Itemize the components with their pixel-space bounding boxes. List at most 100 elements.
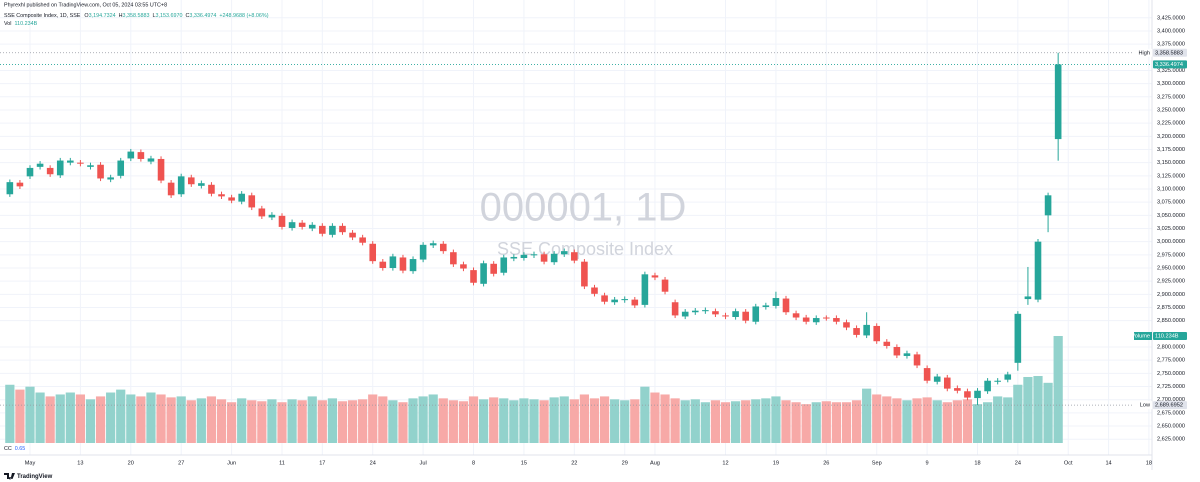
legend-value: 3,194.7324 <box>89 13 116 19</box>
volume-bar <box>347 400 358 443</box>
candle-body <box>470 270 477 283</box>
candle-body <box>409 259 417 272</box>
last-price-bg <box>1153 60 1187 69</box>
y-tick-label: 3,400.0000 <box>1157 28 1185 34</box>
x-tick-label: Jul <box>420 460 427 466</box>
candle-body <box>611 299 618 303</box>
volume-bar <box>841 402 852 443</box>
volume-bar <box>327 398 337 443</box>
candle-body <box>510 256 518 259</box>
volume-bar <box>892 398 902 443</box>
volume-bar <box>731 401 741 443</box>
candle-body <box>258 208 266 217</box>
candle-body <box>742 311 749 321</box>
candle-body <box>429 243 437 246</box>
volume-bar <box>882 396 892 443</box>
y-tick-label: 3,275.0000 <box>1157 94 1185 100</box>
candle-body <box>97 164 104 179</box>
candle-body <box>601 295 608 302</box>
volume-bar <box>35 392 45 443</box>
y-tick-label: 2,900.0000 <box>1157 292 1185 298</box>
volume-bar <box>287 399 297 443</box>
volume-bar <box>176 396 186 443</box>
volume-bar <box>670 398 680 443</box>
volume-bar <box>237 398 247 443</box>
candle-body <box>964 391 971 398</box>
volume-bar <box>408 398 418 443</box>
candle-body <box>984 380 991 392</box>
y-tick-label: 3,300.0000 <box>1157 81 1185 87</box>
candle-body <box>560 251 568 255</box>
volume-bar <box>710 400 721 443</box>
volume-bar <box>942 402 952 443</box>
volume-bar <box>781 400 791 443</box>
candle-body <box>752 306 760 322</box>
volume-bar <box>337 401 348 443</box>
volume-bar <box>720 402 731 443</box>
candle-body <box>671 302 679 316</box>
volume-bar <box>166 397 176 443</box>
volume-bar <box>1013 384 1023 443</box>
candle-body <box>893 347 901 356</box>
x-tick-label: 20 <box>128 460 134 466</box>
volume-bar <box>95 396 106 443</box>
candle-body <box>319 225 326 234</box>
volume-bar <box>700 402 710 443</box>
candle-body <box>802 317 810 322</box>
candle-body <box>500 257 508 273</box>
volume-marker-value-bg <box>1153 331 1187 340</box>
y-tick-label: 3,125.0000 <box>1157 173 1185 179</box>
volume-bar <box>368 394 378 443</box>
legend-title: SSE Composite Index, 1D, SSE <box>4 13 81 19</box>
volume-bar <box>821 401 831 443</box>
x-tick-label: Oct <box>1064 460 1073 466</box>
volume-bar <box>489 397 499 443</box>
volume-bar <box>126 394 136 443</box>
volume-bar <box>751 399 761 443</box>
volume-bar <box>458 401 469 443</box>
volume-bar <box>45 396 55 443</box>
y-tick-label: 3,175.0000 <box>1157 147 1185 153</box>
volume-bar <box>398 402 408 443</box>
x-tick-label: 13 <box>77 460 83 466</box>
volume-bar <box>317 400 327 443</box>
volume-bar <box>519 398 529 443</box>
x-tick-label: 29 <box>622 460 628 466</box>
volume-bar <box>771 396 781 443</box>
x-tick-label: 15 <box>521 460 527 466</box>
candle-body <box>107 177 114 180</box>
y-tick-label: 3,050.0000 <box>1157 213 1185 219</box>
volume-bar <box>55 394 65 443</box>
y-tick-label: 2,800.0000 <box>1157 344 1185 350</box>
x-tick-label: 9 <box>926 460 929 466</box>
candle-body <box>147 158 155 162</box>
x-tick-label: 12 <box>722 460 728 466</box>
candle-body <box>974 390 981 399</box>
x-tick-label: 18 <box>974 460 980 466</box>
high-marker-value: 3,358.5883 <box>1155 50 1183 56</box>
line-layer <box>0 52 1152 406</box>
candle-body <box>1034 241 1042 300</box>
volume-bar <box>599 396 610 443</box>
volume-bar <box>872 394 882 443</box>
indicator: CC 0.65 <box>4 446 25 452</box>
volume-bar <box>952 400 962 443</box>
candle-body <box>873 325 881 342</box>
candle-body <box>349 232 356 238</box>
volume-bar <box>912 398 922 443</box>
candle-body <box>792 313 800 318</box>
watermark-name: SSE Composite Index <box>497 239 673 259</box>
x-tick-label: 26 <box>823 460 829 466</box>
volume-bar <box>388 400 398 443</box>
y-tick-label: 2,625.0000 <box>1157 437 1185 443</box>
y-tick-label: 2,750.0000 <box>1157 371 1185 377</box>
candle-body <box>77 162 84 164</box>
x-tick-label: Sep <box>872 460 882 466</box>
last-price-label: 3,336.4974 <box>1155 62 1183 68</box>
volume-bar <box>156 394 166 443</box>
volume-bar <box>972 404 983 443</box>
candle-body <box>399 257 407 271</box>
publisher: Phyrexhl published on TradingView.com, O… <box>4 2 167 8</box>
y-tick-label: 2,950.0000 <box>1157 265 1185 271</box>
volume-bar <box>610 399 620 443</box>
